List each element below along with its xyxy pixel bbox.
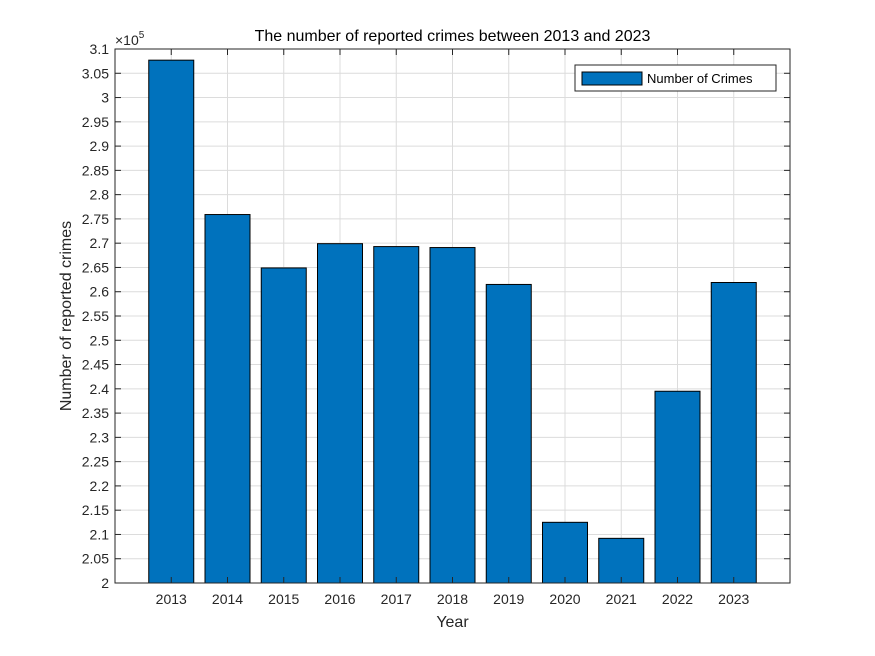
- chart-title: The number of reported crimes between 20…: [255, 28, 651, 45]
- bars: [148, 59, 757, 584]
- y-tick-label: 2.75: [82, 211, 109, 227]
- bar-2021: [598, 537, 645, 584]
- x-tick-label: 2019: [493, 591, 524, 607]
- x-tick-label: 2017: [381, 591, 412, 607]
- bar-2017: [373, 246, 420, 584]
- legend: Number of Crimes: [574, 64, 777, 92]
- x-tick-label: 2015: [268, 591, 299, 607]
- y-axis-exponent: ×105: [115, 30, 145, 48]
- legend-box: [574, 64, 777, 92]
- x-tick-label: 2018: [437, 591, 468, 607]
- y-axis-title: Number of reported crimes: [58, 221, 75, 411]
- x-tick-label: 2013: [156, 591, 187, 607]
- bar-2016: [317, 243, 363, 584]
- bar-2022: [654, 390, 701, 584]
- axis-ticks: [115, 48, 790, 584]
- y-tick-label: 2.25: [82, 454, 109, 470]
- bar-2014: [204, 214, 251, 584]
- y-tick-label: 2.95: [82, 114, 109, 130]
- legend-label-number-of-crimes: Number of Crimes: [647, 71, 753, 86]
- x-axis-title: Year: [436, 614, 469, 631]
- bar-2018: [429, 247, 476, 584]
- bar-2020: [542, 521, 588, 584]
- y-tick-label: 2.9: [90, 138, 110, 154]
- y-tick-label: 2.35: [82, 405, 109, 421]
- x-tick-label: 2020: [549, 591, 580, 607]
- y-tick-label: 2.85: [82, 162, 109, 178]
- bar-2013: [148, 59, 195, 584]
- y-tick-label: 2.6: [90, 284, 110, 300]
- y-tick-label: 2.8: [90, 187, 110, 203]
- y-tick-label: 2.65: [82, 259, 109, 275]
- y-tick-label: 2.5: [90, 332, 110, 348]
- x-tick-label: 2023: [718, 591, 749, 607]
- y-tick-label: 3.1: [90, 41, 110, 57]
- bar-2023: [710, 282, 757, 584]
- y-tick-label: 2.1: [90, 526, 110, 542]
- y-tick-label: 2: [101, 575, 109, 591]
- y-tick-label: 2.3: [90, 429, 110, 445]
- bar-2019: [485, 283, 532, 584]
- y-tick-label: 2.05: [82, 551, 109, 567]
- y-tick-label: 2.7: [90, 235, 110, 251]
- x-tick-label: 2016: [324, 591, 355, 607]
- y-tick-label: 2.4: [90, 381, 110, 397]
- y-tick-label: 2.15: [82, 502, 109, 518]
- y-tick-label: 2.2: [90, 478, 110, 494]
- y-tick-label: 3: [101, 90, 109, 106]
- tick-labels: 2 2.05 2.1 2.15 2.2 2.25 2.3 2.35 2.4 2.45 2.5 2.55…: [82, 41, 750, 607]
- x-tick-label: 2021: [606, 591, 637, 607]
- exponent-base: ×10: [115, 32, 139, 48]
- y-tick-label: 2.55: [82, 308, 109, 324]
- bar-2015: [260, 267, 307, 584]
- x-tick-label: 2014: [212, 591, 243, 607]
- y-tick-label: 3.05: [82, 65, 109, 81]
- x-tick-label: 2022: [662, 591, 693, 607]
- legend-swatch: [581, 71, 643, 86]
- exponent-power: 5: [139, 30, 145, 41]
- y-tick-label: 2.45: [82, 357, 109, 373]
